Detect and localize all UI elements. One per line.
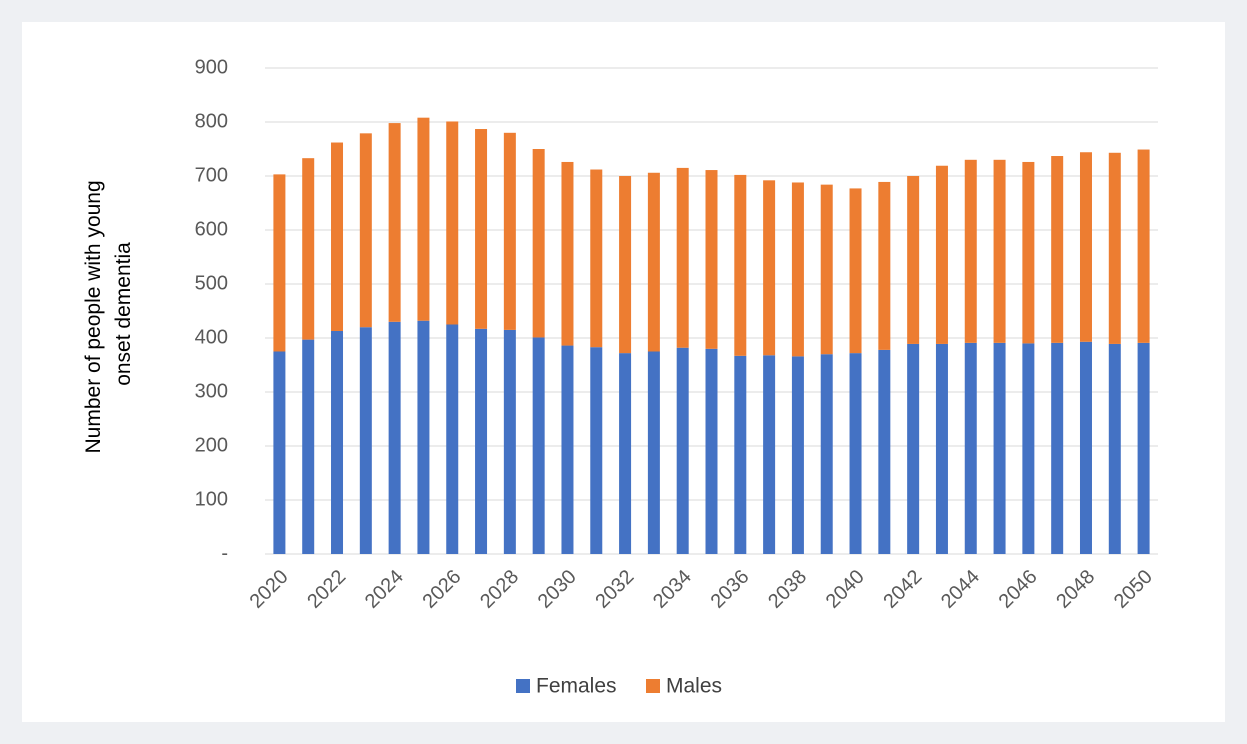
bar-segment xyxy=(878,181,891,350)
bar-segment xyxy=(1051,156,1064,343)
y-axis-title-line: Number of people with young xyxy=(82,180,105,453)
bar-segment xyxy=(734,174,747,356)
bar-segment xyxy=(734,355,747,554)
bar-segment xyxy=(878,349,891,554)
bar-segment xyxy=(503,329,516,554)
y-tick-label: 800 xyxy=(195,110,228,132)
bar-segment xyxy=(619,176,632,354)
bar-segment xyxy=(273,351,286,554)
bar-segment xyxy=(359,133,372,328)
y-tick-label: 400 xyxy=(195,326,228,348)
bar-segment xyxy=(1137,149,1150,343)
bar-segment xyxy=(907,343,920,554)
bar-segment xyxy=(561,161,574,346)
bar-segment xyxy=(590,347,603,554)
bar-segment xyxy=(417,117,430,321)
y-tick-label: 700 xyxy=(195,164,228,186)
bar-segment xyxy=(561,345,574,554)
bar-segment xyxy=(820,184,833,355)
y-tick-label: 200 xyxy=(195,434,228,456)
bar-segment xyxy=(647,351,660,554)
bar-segment xyxy=(935,165,948,344)
bar-segment xyxy=(417,320,430,554)
bar-segment xyxy=(1137,342,1150,554)
bar-segment xyxy=(993,342,1006,554)
bar-segment xyxy=(705,170,718,349)
bar-segment xyxy=(388,123,401,322)
bar-segment xyxy=(964,342,977,554)
bar-segment xyxy=(1079,152,1092,342)
bar-segment xyxy=(331,330,344,554)
bar-segment xyxy=(331,142,344,331)
bar-segment xyxy=(1079,341,1092,554)
bar-segment xyxy=(1108,343,1121,554)
bar-segment xyxy=(676,347,689,554)
bar-segment xyxy=(475,129,488,329)
bar-segment xyxy=(907,176,920,344)
bar-segment xyxy=(1022,161,1035,344)
legend: Females Males xyxy=(516,675,722,698)
bar-segment xyxy=(359,327,372,554)
bar-segment xyxy=(763,355,776,554)
bar-segment xyxy=(302,158,315,340)
bar-segment xyxy=(619,353,632,554)
bar-segment xyxy=(446,121,459,325)
y-axis-title: Number of people with young onset dement… xyxy=(82,174,135,453)
y-tick-label: 500 xyxy=(195,272,228,294)
y-axis-title-line: onset dementia xyxy=(112,242,135,386)
legend-swatch xyxy=(646,679,660,693)
y-tick-label: 900 xyxy=(195,56,228,78)
bar-segment xyxy=(820,354,833,554)
bar-segment xyxy=(993,159,1006,343)
bar-segment xyxy=(446,324,459,554)
bar-segment xyxy=(647,172,660,352)
bar-segment xyxy=(964,159,977,343)
bar-segment xyxy=(1108,152,1121,344)
bar-segment xyxy=(763,180,776,356)
bar-segment xyxy=(388,321,401,554)
bar-segment xyxy=(935,343,948,554)
bar-segment xyxy=(849,188,862,354)
bar-segment xyxy=(791,356,804,554)
bar-segment xyxy=(705,348,718,554)
bar-segment xyxy=(302,339,315,554)
y-tick-label: 600 xyxy=(195,218,228,240)
bar-segment xyxy=(676,167,689,348)
bar-segment xyxy=(532,337,545,554)
bar-segment xyxy=(475,328,488,554)
bar-segment xyxy=(532,149,545,338)
bar-segment xyxy=(273,174,286,352)
legend-label: Males xyxy=(666,675,722,698)
bar-segment xyxy=(791,182,804,357)
y-tick-label: 100 xyxy=(195,488,228,510)
legend-swatch xyxy=(516,679,530,693)
bar-segment xyxy=(1051,342,1064,554)
bar-segment xyxy=(849,353,862,554)
bar-segment xyxy=(1022,343,1035,554)
bar-segment xyxy=(503,132,516,330)
y-tick-label: - xyxy=(221,542,228,564)
y-tick-label: 300 xyxy=(195,380,228,402)
bar-segment xyxy=(590,169,603,348)
legend-label: Females xyxy=(536,675,617,698)
